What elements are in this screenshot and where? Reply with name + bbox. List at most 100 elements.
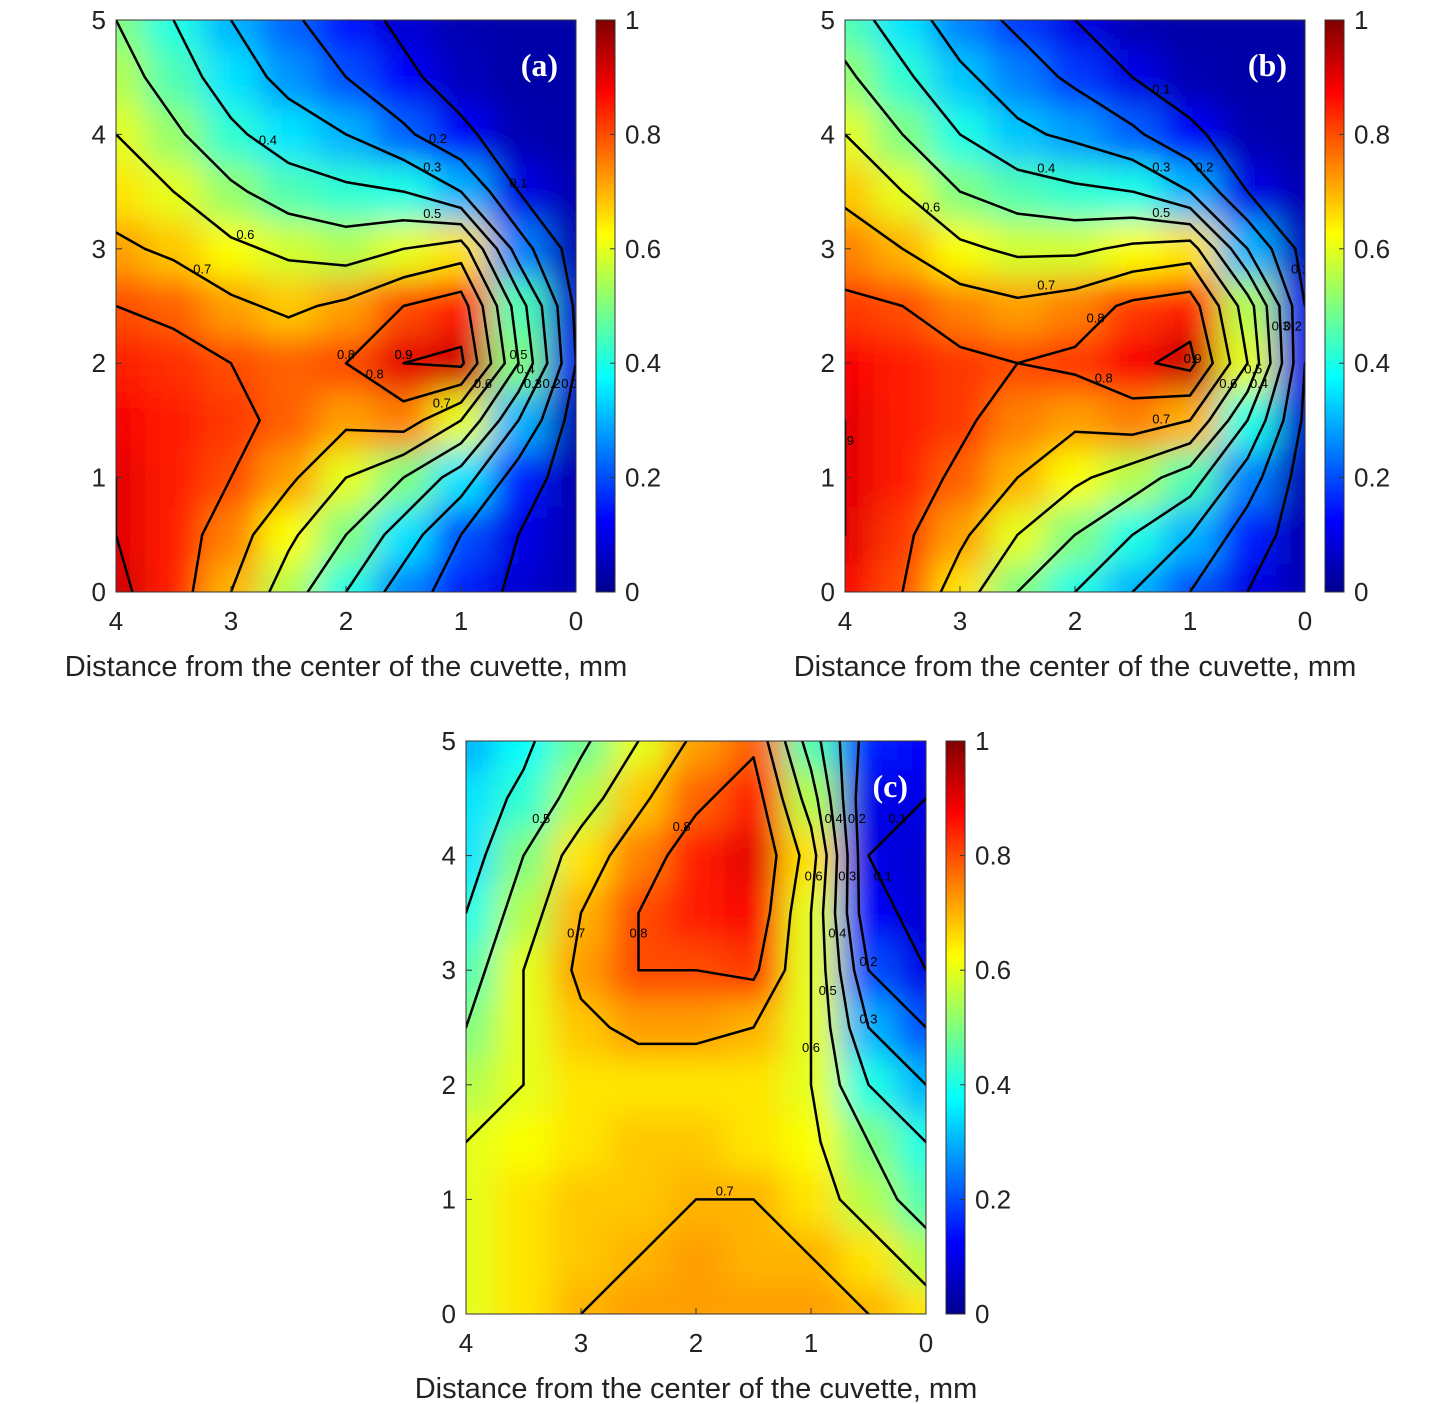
contour-label: 0.6 <box>805 868 823 883</box>
contour-label: 0.7 <box>193 261 211 276</box>
heat-cell <box>839 1228 899 1287</box>
heat-cell <box>116 20 146 50</box>
heat-cell <box>494 769 554 828</box>
heat-cell <box>494 1170 554 1230</box>
y-tick-label: 4 <box>442 841 456 871</box>
contour-label: 0.8 <box>629 926 647 941</box>
heat-cell <box>494 1285 554 1314</box>
heat-cell <box>988 20 1048 50</box>
y-tick-label: 2 <box>442 1070 456 1100</box>
y-tick-label: 2 <box>92 348 106 378</box>
heat-cell <box>547 391 576 450</box>
x-axis-label: Distance from the center of the cuvette,… <box>794 651 1357 683</box>
y-tick-label: 0 <box>442 1299 456 1329</box>
heat-cell <box>609 769 669 828</box>
colorbar <box>1324 19 1345 593</box>
contours: 0.10.10.20.20.30.30.40.40.50.50.60.60.70… <box>845 20 1305 592</box>
heat-cell <box>317 20 376 50</box>
heat-cell <box>432 48 491 107</box>
heat-cell <box>1218 563 1278 592</box>
contour-label: 0.5 <box>532 811 550 826</box>
heat-cell <box>466 769 496 828</box>
heat-cell <box>839 1170 899 1230</box>
heat-cell <box>1046 449 1105 508</box>
heat-cell <box>259 563 319 592</box>
heat-cell <box>489 20 549 50</box>
heat-cell <box>897 826 926 886</box>
contour-line <box>466 741 926 1287</box>
x-tick-label: 2 <box>339 606 353 636</box>
x-tick-label: 2 <box>689 1328 703 1358</box>
heat-cell <box>259 48 319 107</box>
heatmap <box>845 20 1305 592</box>
heat-cell <box>374 563 434 592</box>
contour-line <box>570 741 870 1314</box>
heat-cell <box>144 20 204 50</box>
colorbar-tick-label: 1 <box>975 726 989 756</box>
heat-cell <box>724 1113 784 1172</box>
heat-cell <box>845 391 875 450</box>
contour-label: 0.2 <box>429 131 447 146</box>
heat-cell <box>144 334 204 393</box>
contour-label: 0.4 <box>828 926 846 941</box>
heat-cell <box>432 277 491 336</box>
heat-cell <box>988 277 1048 336</box>
heat-cell <box>1161 105 1220 164</box>
contour-label: 0.1 <box>1152 82 1170 97</box>
heat-cell <box>988 220 1048 279</box>
contour-label: 0.3 <box>524 376 542 391</box>
heat-cell <box>259 334 319 393</box>
heat-cell <box>667 826 726 886</box>
heat-cell <box>724 1285 784 1314</box>
x-tick-label: 3 <box>953 606 967 636</box>
heat-cell <box>1103 563 1163 592</box>
contour-line <box>172 20 535 592</box>
heat-cell <box>202 220 261 279</box>
heat-cell <box>988 48 1048 107</box>
heat-cell <box>144 48 204 107</box>
contour-line <box>301 20 563 592</box>
heat-cell <box>547 105 576 164</box>
heat-cell <box>1276 105 1305 164</box>
heat-cell <box>897 998 926 1058</box>
y-tick-label: 0 <box>92 577 106 607</box>
contour-label: 0.5 <box>1244 362 1262 377</box>
x-tick-label: 0 <box>919 1328 933 1358</box>
contour-label: 0.4 <box>259 133 277 148</box>
heat-cell <box>897 884 926 943</box>
heat-cell <box>144 277 204 336</box>
heat-cell <box>1046 48 1105 107</box>
heat-cell <box>144 449 204 508</box>
heat-cell <box>931 449 990 508</box>
heat-cell <box>466 1113 496 1172</box>
heatmap <box>116 20 576 592</box>
heat-cell <box>839 741 899 771</box>
y-tick-label: 1 <box>92 463 106 493</box>
x-tick-label: 4 <box>109 606 123 636</box>
heat-cell <box>1046 105 1105 164</box>
heat-cell <box>1276 20 1305 50</box>
heat-cell <box>432 20 491 50</box>
x-tick-label: 1 <box>1183 606 1197 636</box>
contour-line <box>999 20 1295 592</box>
y-tick-label: 4 <box>92 119 106 149</box>
contour-label: 0.6 <box>922 199 940 214</box>
colorbar-tick-label: 0.8 <box>975 841 1011 871</box>
contour-label: 0.2 <box>848 811 866 826</box>
contour-label: 0.2 <box>543 376 561 391</box>
heat-cell <box>1161 48 1220 107</box>
heat-cell <box>1103 105 1163 164</box>
heat-cell <box>1218 20 1278 50</box>
heat-cell <box>667 884 726 943</box>
contour-label: 0.8 <box>1086 310 1104 325</box>
heat-cell <box>552 1170 611 1230</box>
contour-line <box>116 345 465 592</box>
heat-cell <box>724 884 784 943</box>
contour-line <box>116 231 493 592</box>
heat-cell <box>547 506 576 565</box>
heat-cell <box>466 884 496 943</box>
heat-cell <box>317 277 376 336</box>
heat-cell <box>931 20 990 50</box>
heat-cell <box>116 163 146 222</box>
heatmap-clip: 0.10.10.20.20.30.30.40.40.50.50.60.60.70… <box>845 20 1305 592</box>
